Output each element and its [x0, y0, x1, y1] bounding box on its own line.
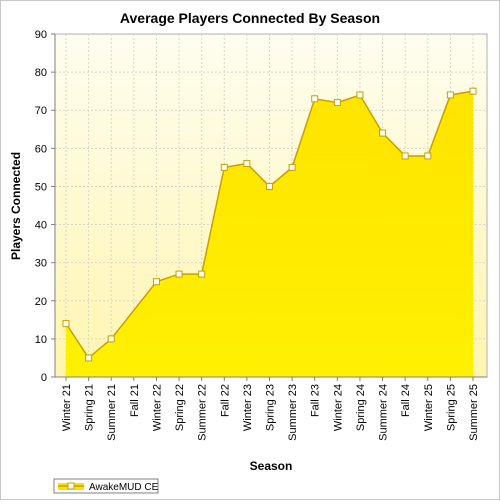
x-tick-label: Summer 25 — [468, 384, 480, 441]
y-tick-label: 90 — [35, 29, 47, 41]
chart-title: Average Players Connected By Season — [120, 10, 380, 26]
x-tick-label: Winter 25 — [423, 384, 435, 431]
data-point — [356, 91, 364, 99]
x-tick-label: Spring 22 — [174, 384, 186, 431]
data-point — [152, 278, 160, 286]
x-tick-label: Winter 24 — [332, 384, 344, 431]
y-tick-label: 10 — [35, 334, 47, 346]
x-tick-label: Summer 24 — [378, 384, 390, 441]
data-point — [333, 99, 341, 107]
x-tick-label: Winter 21 — [61, 384, 73, 431]
data-point — [266, 182, 273, 190]
data-point — [424, 152, 432, 160]
data-point — [401, 152, 409, 160]
y-tick-label: 50 — [35, 181, 47, 193]
data-point — [379, 129, 387, 137]
y-axis-label: Players Connected — [9, 152, 23, 260]
data-point — [175, 270, 183, 278]
data-point — [243, 160, 251, 168]
x-tick-label: Spring 23 — [265, 384, 277, 431]
x-axis-ticks: Winter 21 Spring 21 Summer 21 Fall 21 Winter… — [61, 377, 480, 441]
data-point — [107, 335, 115, 343]
legend: AwakeMUD CE — [53, 478, 159, 494]
series-area — [66, 91, 473, 378]
series-points — [62, 87, 477, 362]
y-tick-label: 80 — [35, 67, 47, 79]
data-point — [62, 320, 70, 328]
x-tick-label: Spring 21 — [84, 384, 96, 431]
data-point — [220, 163, 228, 171]
data-point — [85, 354, 93, 362]
x-tick-label: Fall 24 — [400, 384, 412, 417]
x-tick-label: Fall 23 — [310, 384, 322, 417]
x-tick-label: Winter 23 — [242, 384, 254, 431]
legend-label: AwakeMUD CE — [89, 482, 159, 493]
x-tick-label: Fall 22 — [219, 384, 231, 417]
y-tick-label: 60 — [35, 143, 47, 155]
x-tick-label: Fall 21 — [129, 384, 141, 417]
data-point — [311, 95, 319, 103]
x-tick-label: Spring 24 — [355, 384, 367, 431]
x-axis-label: Season — [250, 459, 293, 473]
x-tick-label: Summer 21 — [106, 384, 118, 441]
x-tick-label: Winter 22 — [151, 384, 163, 431]
data-point — [446, 91, 454, 99]
x-tick-label: Summer 23 — [287, 384, 299, 441]
data-point — [198, 270, 206, 278]
data-point — [469, 87, 477, 95]
x-tick-label: Spring 25 — [445, 384, 457, 431]
y-tick-label: 40 — [35, 220, 47, 232]
data-point — [288, 163, 296, 171]
y-tick-label: 20 — [35, 296, 47, 308]
x-tick-label: Summer 22 — [197, 384, 209, 441]
y-tick-label: 70 — [35, 105, 47, 117]
y-axis-ticks: 0 10 20 30 40 50 60 70 80 90 — [35, 29, 55, 384]
y-tick-label: 30 — [35, 258, 47, 270]
legend-swatch-marker — [67, 482, 75, 490]
y-tick-label: 0 — [41, 372, 47, 384]
